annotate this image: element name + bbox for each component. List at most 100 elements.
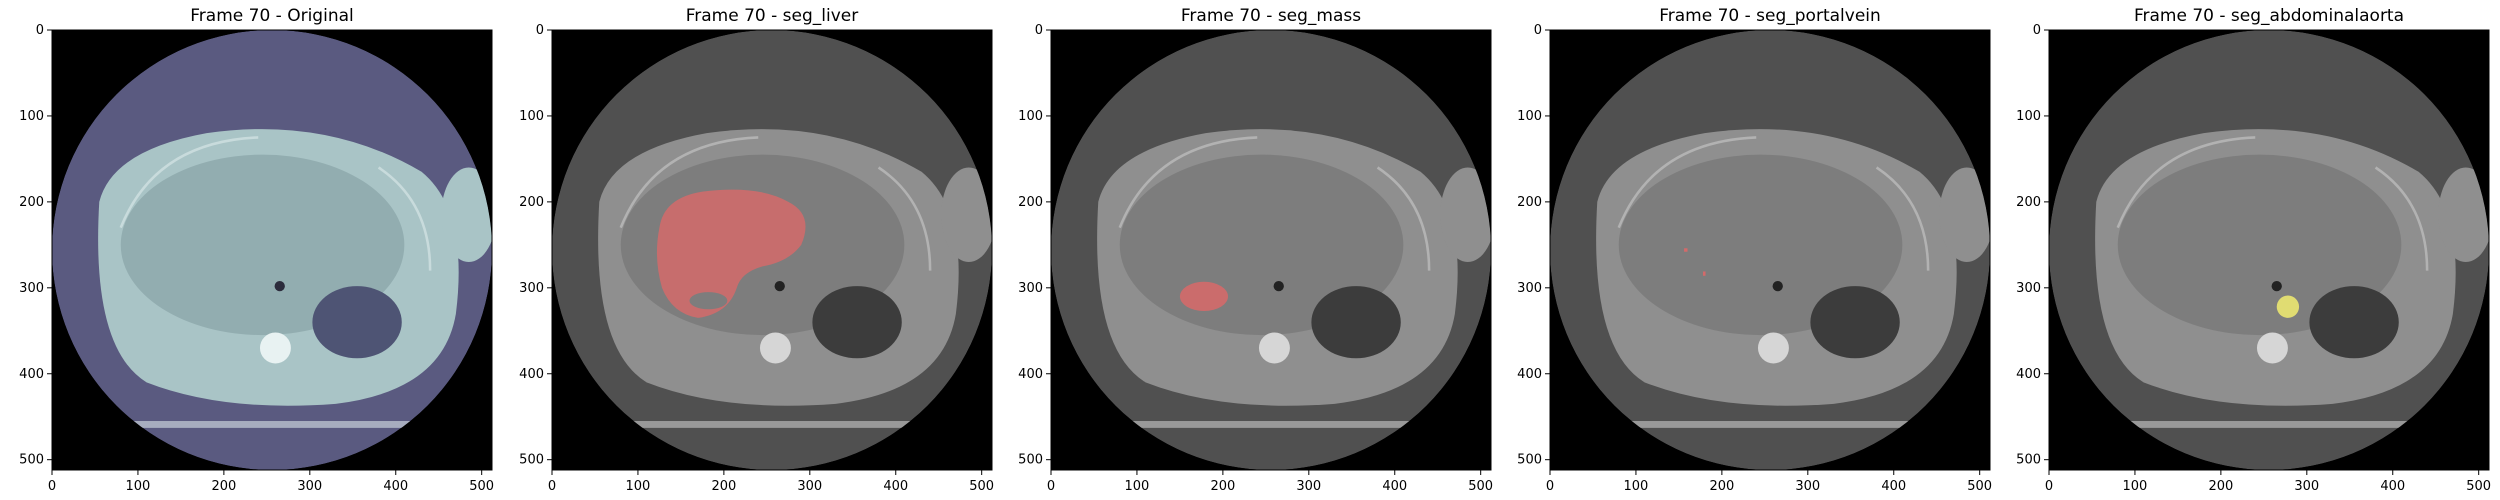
lung-base [1311,286,1401,359]
arm-section [441,167,492,263]
y-tick-label: 200 [1018,195,1043,210]
x-tick-label: 300 [1296,479,1321,494]
x-tick-label: 0 [2045,479,2053,494]
axes-frame [551,29,993,471]
y-tick-label: 0 [1534,23,1542,38]
y-tick-label: 500 [1517,453,1542,468]
y-tick-label: 200 [2016,195,2041,210]
abdominal-region [1618,154,1903,336]
vessel-dot [774,280,785,292]
x-tick-label: 300 [297,479,322,494]
scanner-table [552,421,992,428]
vessel-dot [1772,280,1783,292]
scanner-table [1051,421,1491,428]
x-tick-label: 400 [883,479,908,494]
vertebra [759,332,791,364]
y-tick-label: 200 [19,195,44,210]
axes-frame [1549,29,1991,471]
x-tick-label: 400 [2380,479,2405,494]
x-tick-label: 400 [383,479,408,494]
rib-arc [1875,166,1930,271]
y-tick-label: 0 [1035,23,1043,38]
y-tick-label: 300 [1517,281,1542,296]
rib-arc [619,136,759,229]
panel-title: Frame 70 - seg_mass [1181,6,1361,26]
x-tick-label: 500 [969,479,994,494]
ct-slice-image [52,30,492,470]
vertebra [1258,332,1290,364]
x-tick-label: 200 [711,479,736,494]
aorta-mask [2276,295,2300,318]
axes-frame [51,29,493,471]
panel-title: Frame 70 - seg_abdominalaorta [2134,6,2404,26]
rib-arc [119,136,259,229]
ct-slice-image [1051,30,1491,470]
y-tick-label: 100 [1018,109,1043,124]
y-tick-label: 300 [2016,281,2041,296]
vessel-dot [274,280,285,292]
y-tick-label: 400 [1018,367,1043,382]
liver-mask-gap [689,292,728,310]
scanner-table [2049,421,2489,428]
lung-base [312,286,402,359]
panel-2: Frame 70 - seg_liver 0 0 100 100 200 200 300 300… [519,6,994,494]
x-tick-label: 0 [1047,479,1055,494]
x-tick-label: 200 [1709,479,1734,494]
x-tick-label: 0 [1546,479,1554,494]
y-tick-label: 500 [519,453,544,468]
panel-5: Frame 70 - seg_abdominalaorta 0 0 100 100 200… [2016,6,2491,494]
lung-base [1810,286,1900,359]
y-tick-label: 100 [19,109,44,124]
y-tick-label: 400 [2016,367,2041,382]
x-tick-label: 200 [1210,479,1235,494]
x-tick-label: 300 [2294,479,2319,494]
x-tick-label: 300 [1795,479,1820,494]
rib-arc [1118,136,1258,229]
liver-mask [656,189,806,318]
ct-slice-image [2049,30,2489,470]
x-tick-label: 0 [48,479,56,494]
rib-arc [2374,166,2429,271]
rib-arc [2116,136,2256,229]
axes-frame [2048,29,2490,471]
x-tick-label: 100 [1125,479,1150,494]
x-tick-label: 200 [2208,479,2233,494]
panel-title: Frame 70 - seg_liver [686,6,859,26]
x-tick-label: 100 [1624,479,1649,494]
arm-section [1440,167,1491,263]
x-tick-label: 200 [211,479,236,494]
panel-title: Frame 70 - Original [190,6,353,26]
y-tick-label: 100 [2016,109,2041,124]
y-tick-label: 200 [1517,195,1542,210]
y-tick-label: 300 [1018,281,1043,296]
x-tick-label: 500 [1468,479,1493,494]
axes-frame [1050,29,1492,471]
x-tick-label: 100 [2123,479,2148,494]
portal-vein-mask [1702,271,1706,276]
panel-4: Frame 70 - seg_portalvein 0 0 100 100 200 200 3… [1517,6,1992,494]
y-tick-label: 400 [1517,367,1542,382]
arm-section [1939,167,1990,263]
abdominal-region [2117,154,2402,336]
x-tick-label: 400 [1382,479,1407,494]
x-tick-label: 500 [469,479,494,494]
y-tick-label: 500 [1018,453,1043,468]
y-tick-label: 300 [19,281,44,296]
x-tick-label: 500 [2466,479,2491,494]
arm-section [2438,167,2489,263]
lung-base [812,286,902,359]
x-tick-label: 100 [126,479,151,494]
y-tick-label: 0 [36,23,44,38]
portal-vein-mask [1684,248,1688,252]
y-tick-label: 400 [519,367,544,382]
vertebra [1757,332,1789,364]
arm-section [941,167,992,263]
scanner-table [1550,421,1990,428]
x-tick-label: 0 [548,479,556,494]
x-tick-label: 400 [1881,479,1906,494]
vessel-dot [2271,280,2282,292]
y-tick-label: 500 [2016,453,2041,468]
y-tick-label: 200 [519,195,544,210]
abdominal-region [120,154,405,336]
